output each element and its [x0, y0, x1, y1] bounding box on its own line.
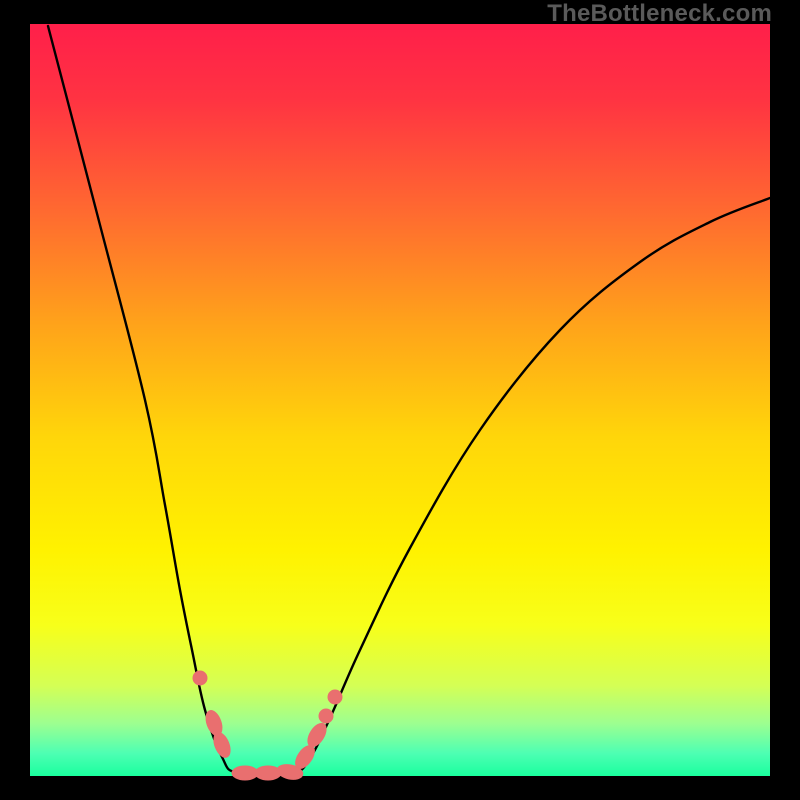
data-point-marker: [255, 766, 281, 780]
data-point-marker: [232, 766, 258, 780]
figure-root: TheBottleneck.com: [0, 0, 800, 800]
data-point-marker: [328, 690, 342, 704]
chart-curve-layer: [0, 0, 800, 800]
data-point-marker: [319, 709, 333, 723]
data-point-marker: [193, 671, 207, 685]
bottleneck-curve: [48, 26, 770, 775]
